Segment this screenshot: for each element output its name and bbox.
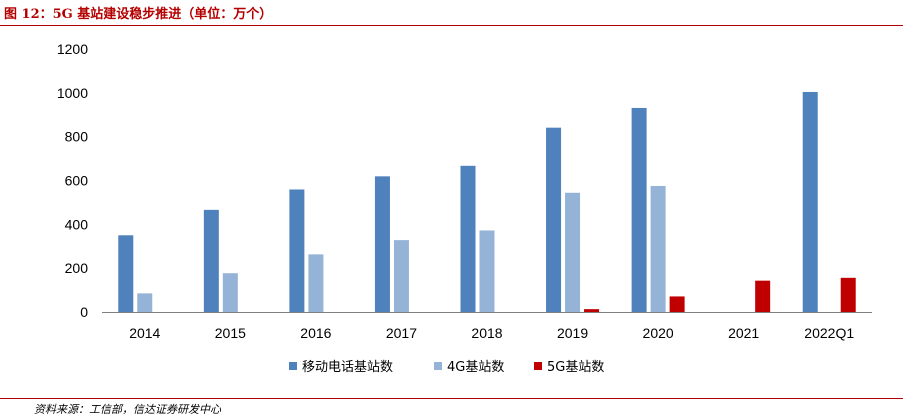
x-tick-label: 2019 xyxy=(557,325,588,341)
y-tick-label: 400 xyxy=(65,216,89,232)
x-axis-ticks: 2014 2015 2016 2017 2018 2019 2020 2021 2022Q1 xyxy=(129,325,854,341)
top-rule xyxy=(0,25,903,26)
bar-series-2-2014 xyxy=(137,293,153,312)
x-tick-label: 2018 xyxy=(471,325,502,341)
bar-series-1-2016 xyxy=(289,189,305,312)
bar-series-3-2019 xyxy=(584,309,600,312)
bar-series-2-2015 xyxy=(222,273,238,312)
bar-series-3-2020 xyxy=(669,296,685,312)
x-tick-label: 2022Q1 xyxy=(804,325,854,341)
legend: 移动电话基站数 4G基站数 5G基站数 xyxy=(289,360,604,375)
y-tick-label: 1200 xyxy=(57,41,88,57)
bar-series-1-2015 xyxy=(203,209,219,312)
figure-title: 图 12：5G 基站建设稳步推进（单位：万个） xyxy=(4,7,273,22)
bar-series-1-2014 xyxy=(118,235,134,312)
y-tick-label: 200 xyxy=(65,260,89,276)
legend-swatch-2 xyxy=(434,362,442,370)
y-tick-label: 800 xyxy=(65,129,89,145)
y-axis-ticks: 0 200 400 600 800 1000 1200 xyxy=(57,41,88,320)
x-tick-label: 2014 xyxy=(129,325,160,341)
x-tick-label: 2021 xyxy=(728,325,759,341)
x-tick-label: 2016 xyxy=(300,325,331,341)
bar-series-1-2020 xyxy=(631,107,647,312)
x-tick-label: 2017 xyxy=(386,325,417,341)
bar-series-2-2018 xyxy=(479,230,495,312)
bar-series-3-2021 xyxy=(755,280,771,312)
bar-series-2-2017 xyxy=(393,240,409,312)
bar-series-2-2016 xyxy=(308,254,324,312)
legend-label-3: 5G基站数 xyxy=(547,360,604,375)
y-tick-label: 0 xyxy=(80,304,88,320)
bar-series-2-2019 xyxy=(565,192,581,312)
bar-series-2-2020 xyxy=(650,185,666,312)
y-tick-label: 600 xyxy=(65,173,89,189)
bars xyxy=(118,91,856,312)
legend-swatch-1 xyxy=(289,362,297,370)
source-note: 资料来源：工信部，信达证券研发中心 xyxy=(34,403,221,416)
x-tick-label: 2015 xyxy=(215,325,246,341)
bar-series-1-2019 xyxy=(546,127,562,312)
legend-swatch-3 xyxy=(534,362,542,370)
bar-series-1-2017 xyxy=(374,176,390,312)
bar-series-1-2022Q1 xyxy=(802,91,818,312)
x-tick-label: 2020 xyxy=(643,325,674,341)
legend-label-2: 4G基站数 xyxy=(447,360,504,375)
bottom-rule xyxy=(0,398,903,399)
bar-series-1-2018 xyxy=(460,165,476,312)
legend-label-1: 移动电话基站数 xyxy=(302,360,393,375)
bar-series-3-2022Q1 xyxy=(840,277,856,312)
y-tick-label: 1000 xyxy=(57,85,88,101)
